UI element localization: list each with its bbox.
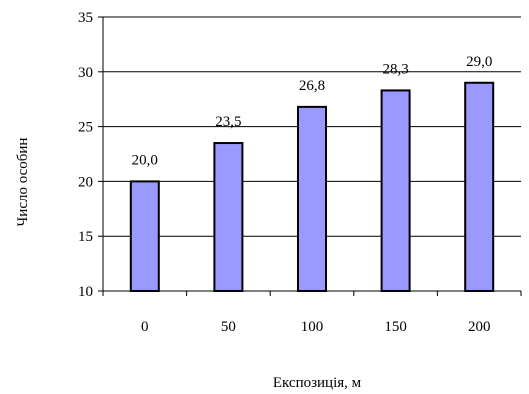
x-tick-label: 100 xyxy=(301,319,324,335)
y-tick-label: 10 xyxy=(78,284,93,300)
x-tick-label: 150 xyxy=(384,319,407,335)
bar xyxy=(465,83,493,291)
data-label: 28,3 xyxy=(382,61,408,77)
bar xyxy=(298,107,326,291)
data-label: 26,8 xyxy=(299,78,325,94)
x-axis-title: Експозиція, м xyxy=(273,375,362,391)
y-axis-title: Число особин xyxy=(15,138,31,227)
x-tick-label: 200 xyxy=(468,319,491,335)
data-label: 23,5 xyxy=(215,114,241,130)
bar xyxy=(382,90,410,291)
x-tick-labels: 0 50 100 150 200 xyxy=(141,319,490,335)
data-label: 20,0 xyxy=(132,152,158,168)
bars xyxy=(131,83,493,291)
x-tick-label: 0 xyxy=(141,319,149,335)
bar xyxy=(131,181,159,291)
y-tick-label: 15 xyxy=(78,229,93,245)
y-tick-label: 20 xyxy=(78,174,93,190)
y-tick-label: 30 xyxy=(78,65,93,81)
bar xyxy=(214,143,242,291)
x-tick-label: 50 xyxy=(221,319,236,335)
y-tick-labels: 10 15 20 25 30 35 xyxy=(78,10,93,300)
y-tick-label: 25 xyxy=(78,120,93,136)
data-label: 29,0 xyxy=(466,54,492,70)
y-tick-label: 35 xyxy=(78,10,93,26)
